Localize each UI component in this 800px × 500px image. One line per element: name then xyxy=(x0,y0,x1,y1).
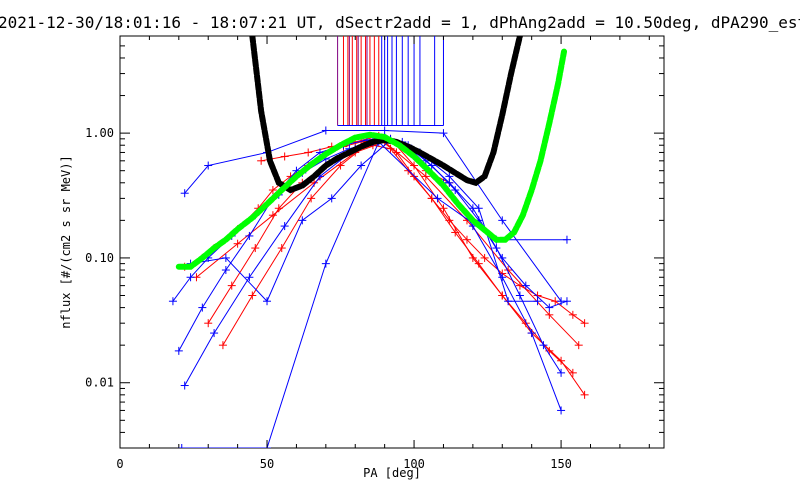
data-point xyxy=(533,297,542,306)
data-point xyxy=(421,172,430,181)
axes: 0 50 100 150 0.01 0.10 1.00 xyxy=(85,35,664,471)
data-point xyxy=(574,341,583,350)
x-tick-label: 150 xyxy=(550,457,572,471)
data-point xyxy=(233,239,242,248)
data-point xyxy=(280,222,289,231)
vertical-marks xyxy=(337,36,444,127)
data-point xyxy=(298,216,307,225)
data-point xyxy=(268,211,277,220)
data-point xyxy=(498,291,507,300)
data-point xyxy=(177,444,186,448)
data-point xyxy=(545,303,554,312)
data-point xyxy=(180,381,189,390)
data-point xyxy=(433,194,442,203)
data-point xyxy=(327,194,336,203)
data-point xyxy=(410,161,419,170)
data-point xyxy=(451,186,460,195)
data-point xyxy=(186,273,195,282)
data-point xyxy=(492,244,501,253)
data-point xyxy=(204,161,213,170)
data-point xyxy=(174,346,183,355)
fit-curve xyxy=(175,48,568,270)
data-point xyxy=(280,152,289,161)
data-point xyxy=(498,273,507,282)
data-point xyxy=(245,231,254,240)
y-tick-label: 0.01 xyxy=(85,376,114,390)
x-axis-label: PA [deg] xyxy=(363,466,421,480)
data-point xyxy=(468,253,477,262)
data-point xyxy=(568,368,577,377)
data-point xyxy=(474,204,483,213)
data-point xyxy=(539,341,548,350)
data-point xyxy=(380,126,389,135)
series-line xyxy=(196,141,580,346)
data-point xyxy=(218,341,227,350)
data-point xyxy=(248,291,257,300)
data-point xyxy=(321,259,330,268)
data-point xyxy=(227,281,236,290)
x-tick-label: 50 xyxy=(260,457,274,471)
data-point xyxy=(439,204,448,213)
data-point xyxy=(268,186,277,195)
series-line xyxy=(184,129,562,302)
data-point xyxy=(180,189,189,198)
data-point xyxy=(257,156,266,165)
y-tick-label: 1.00 xyxy=(85,126,114,140)
series-line xyxy=(181,141,567,448)
data-point xyxy=(427,161,436,170)
data-point xyxy=(527,329,536,338)
series-line xyxy=(207,144,574,374)
data-point xyxy=(245,273,254,282)
data-point xyxy=(307,194,316,203)
data-point xyxy=(480,253,489,262)
data-point xyxy=(304,148,313,157)
series-line xyxy=(222,138,586,396)
data-point xyxy=(557,356,566,365)
data-point xyxy=(357,161,366,170)
data-point xyxy=(221,266,230,275)
data-point xyxy=(168,297,177,306)
fit-curve xyxy=(249,36,523,194)
data-point xyxy=(557,368,566,377)
data-point xyxy=(580,319,589,328)
data-point xyxy=(277,244,286,253)
data-point xyxy=(263,297,272,306)
data-point xyxy=(474,259,483,268)
data-point xyxy=(210,329,219,338)
y-tick-label: 0.10 xyxy=(85,251,114,265)
data-point xyxy=(198,303,207,312)
data-point xyxy=(545,310,554,319)
data-point xyxy=(498,216,507,225)
data-point xyxy=(557,297,566,306)
series-line xyxy=(184,138,585,324)
x-tick-label: 100 xyxy=(403,457,425,471)
data-point xyxy=(504,297,513,306)
x-tick-label: 0 xyxy=(116,457,123,471)
series-layer xyxy=(168,36,589,448)
data-point xyxy=(568,310,577,319)
data-point xyxy=(562,235,571,244)
data-point xyxy=(321,126,330,135)
series-line xyxy=(190,139,538,303)
data-point xyxy=(462,235,471,244)
data-point xyxy=(515,291,524,300)
data-point xyxy=(221,253,230,262)
data-point xyxy=(445,172,454,181)
data-point xyxy=(251,244,260,253)
series-line xyxy=(178,137,562,374)
data-point xyxy=(557,406,566,415)
data-point xyxy=(204,319,213,328)
chart-title: 2021-12-30/18:01:16 - 18:07:21 UT, dSect… xyxy=(0,13,800,32)
data-point xyxy=(439,129,448,138)
data-point xyxy=(521,281,530,290)
data-point xyxy=(580,390,589,399)
y-axis-label: nflux [#/(cm2 s sr MeV)] xyxy=(59,155,73,328)
